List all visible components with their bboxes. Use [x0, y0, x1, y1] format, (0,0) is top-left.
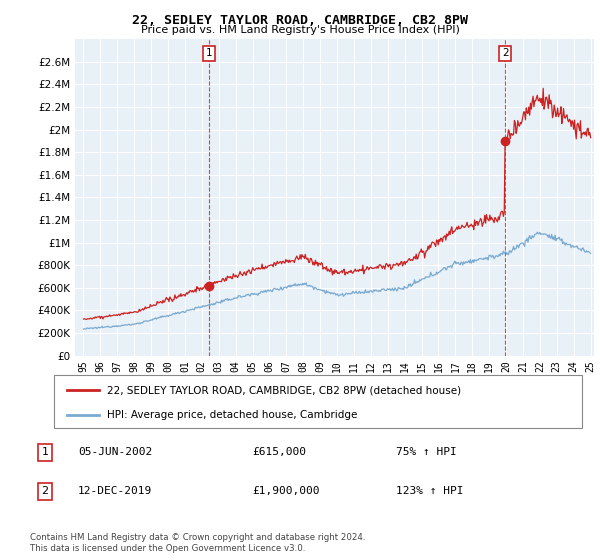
- Text: £615,000: £615,000: [252, 447, 306, 457]
- Text: 1: 1: [206, 48, 212, 58]
- Text: 05-JUN-2002: 05-JUN-2002: [78, 447, 152, 457]
- Text: Price paid vs. HM Land Registry's House Price Index (HPI): Price paid vs. HM Land Registry's House …: [140, 25, 460, 35]
- Text: 22, SEDLEY TAYLOR ROAD, CAMBRIDGE, CB2 8PW (detached house): 22, SEDLEY TAYLOR ROAD, CAMBRIDGE, CB2 8…: [107, 385, 461, 395]
- Text: 2: 2: [41, 487, 49, 496]
- Text: 123% ↑ HPI: 123% ↑ HPI: [396, 487, 464, 496]
- Text: £1,900,000: £1,900,000: [252, 487, 320, 496]
- Text: 75% ↑ HPI: 75% ↑ HPI: [396, 447, 457, 457]
- FancyBboxPatch shape: [54, 375, 582, 428]
- Text: 2: 2: [502, 48, 509, 58]
- Text: 1: 1: [41, 447, 49, 457]
- Text: 22, SEDLEY TAYLOR ROAD, CAMBRIDGE, CB2 8PW: 22, SEDLEY TAYLOR ROAD, CAMBRIDGE, CB2 8…: [132, 14, 468, 27]
- Text: HPI: Average price, detached house, Cambridge: HPI: Average price, detached house, Camb…: [107, 409, 357, 419]
- Text: Contains HM Land Registry data © Crown copyright and database right 2024.
This d: Contains HM Land Registry data © Crown c…: [30, 533, 365, 553]
- Text: 12-DEC-2019: 12-DEC-2019: [78, 487, 152, 496]
